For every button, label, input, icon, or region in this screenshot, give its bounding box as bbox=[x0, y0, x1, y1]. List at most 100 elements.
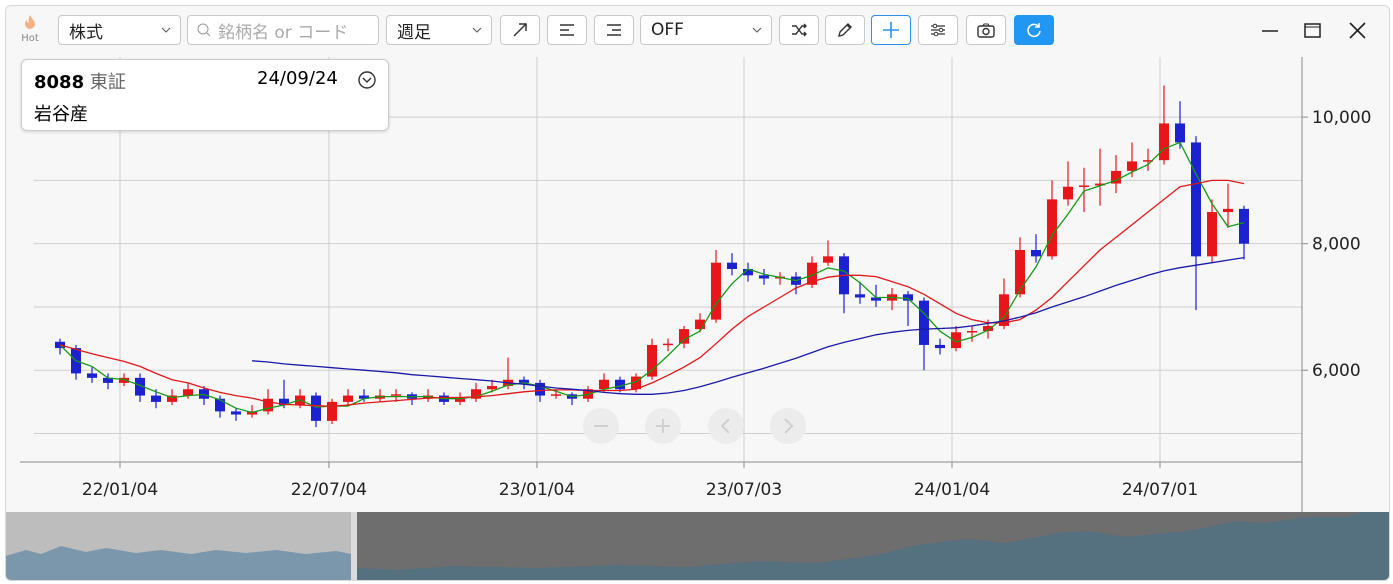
candle-body bbox=[535, 382, 545, 396]
shuffle-button[interactable] bbox=[779, 15, 819, 45]
candle-body bbox=[263, 398, 273, 412]
market-select-text: 株式 bbox=[69, 22, 103, 43]
search-input[interactable]: 銘柄名 or コード bbox=[187, 15, 379, 45]
overlay-icon bbox=[720, 418, 730, 434]
market-select[interactable]: 株式 bbox=[58, 15, 181, 45]
stock-name: 岩谷産 bbox=[34, 104, 88, 125]
candle-body bbox=[487, 386, 497, 390]
info-date: 24/09/24 bbox=[257, 68, 338, 89]
candle-body bbox=[327, 401, 337, 421]
candle-body bbox=[727, 262, 737, 269]
candle-body bbox=[391, 394, 401, 396]
trendline-button[interactable] bbox=[500, 15, 540, 45]
candle-body bbox=[855, 294, 865, 298]
app-window: 6,000 8,000 10,000 22/01/04 22/07/04 23/01/04… bbox=[5, 5, 1390, 581]
stock-code: 8088 bbox=[34, 72, 85, 93]
candle-body bbox=[599, 379, 609, 390]
candle-body bbox=[1175, 123, 1185, 143]
refresh-button[interactable] bbox=[1014, 15, 1054, 45]
x-tick-label: 22/07/04 bbox=[291, 480, 367, 500]
candle-body bbox=[967, 331, 977, 333]
candle-body bbox=[231, 411, 241, 415]
collapse-button[interactable] bbox=[357, 70, 377, 90]
candle-body bbox=[823, 256, 833, 263]
candle-body bbox=[167, 395, 177, 402]
y-tick-label: 6,000 bbox=[1312, 361, 1361, 381]
candle-body bbox=[679, 329, 689, 344]
navigator[interactable] bbox=[6, 512, 1389, 580]
exchange: 東証 bbox=[89, 72, 126, 93]
indicator-select[interactable]: OFF bbox=[640, 15, 772, 45]
candle-body bbox=[471, 389, 481, 399]
crosshair-button[interactable] bbox=[871, 15, 911, 45]
moving-average-line bbox=[59, 179, 1245, 407]
hot-button[interactable]: Hot bbox=[18, 14, 42, 44]
draw-button[interactable] bbox=[825, 15, 865, 45]
hot-label: Hot bbox=[21, 33, 39, 44]
candle-body bbox=[983, 325, 993, 332]
candle-body bbox=[1223, 208, 1233, 213]
chart: 6,000 8,000 10,000 22/01/04 22/07/04 23/01/04… bbox=[6, 6, 1389, 512]
align-right-button[interactable] bbox=[594, 15, 634, 45]
x-tick-label: 22/01/04 bbox=[82, 480, 158, 500]
moving-average-line bbox=[251, 256, 1245, 395]
x-tick-label: 24/07/01 bbox=[1122, 480, 1198, 500]
candle-body bbox=[1207, 212, 1217, 257]
moving-average-line bbox=[59, 141, 1245, 414]
candle-body bbox=[135, 377, 145, 396]
candle-body bbox=[1031, 250, 1041, 257]
x-tick-label: 23/07/03 bbox=[706, 480, 782, 500]
candle-body bbox=[279, 398, 289, 406]
candle-body bbox=[1111, 170, 1121, 184]
y-tick-label: 10,000 bbox=[1312, 108, 1371, 128]
period-select[interactable]: 週足 bbox=[386, 15, 492, 45]
candle-body bbox=[615, 379, 625, 390]
candle-body bbox=[1159, 123, 1169, 161]
align-left-button[interactable] bbox=[547, 15, 587, 45]
candle-body bbox=[1063, 186, 1073, 200]
candle-body bbox=[551, 394, 561, 396]
candle-body bbox=[1191, 142, 1201, 257]
candle-body bbox=[87, 373, 97, 378]
candle-body bbox=[711, 262, 721, 320]
x-tick-label: 23/01/04 bbox=[499, 480, 575, 500]
screenshot-button[interactable] bbox=[966, 15, 1006, 45]
window-controls[interactable] bbox=[1258, 20, 1378, 42]
candle-body bbox=[695, 319, 705, 330]
candle-body bbox=[455, 398, 465, 402]
overlay-button[interactable] bbox=[770, 408, 806, 444]
candle-body bbox=[647, 344, 657, 377]
candle-body bbox=[935, 344, 945, 349]
overlay-icon bbox=[656, 419, 670, 433]
overlay-icon bbox=[784, 418, 794, 434]
y-tick-label: 8,000 bbox=[1312, 235, 1361, 255]
indicator-select-text: OFF bbox=[651, 20, 684, 40]
candle-body bbox=[903, 294, 913, 301]
candle-body bbox=[631, 376, 641, 390]
candle-body bbox=[759, 275, 769, 279]
candle-body bbox=[807, 262, 817, 285]
candle-body bbox=[1015, 250, 1025, 295]
settings-button[interactable] bbox=[918, 15, 958, 45]
overlay-button[interactable] bbox=[708, 408, 744, 444]
candle-body bbox=[999, 294, 1009, 326]
candle-body bbox=[151, 395, 161, 402]
candle-body bbox=[359, 395, 369, 399]
candle-body bbox=[311, 395, 321, 421]
candle-body bbox=[119, 377, 129, 383]
candle-body bbox=[951, 332, 961, 349]
candle-body bbox=[743, 268, 753, 276]
candle-body bbox=[1143, 160, 1153, 162]
info-header: 8088 東証 bbox=[34, 68, 126, 94]
toolbar: Hot 株式 銘柄名 or コード 週足 OFF bbox=[6, 6, 1389, 58]
candle-body bbox=[663, 343, 673, 346]
candle-body bbox=[1047, 199, 1057, 257]
candle-body bbox=[183, 389, 193, 396]
info-box: 8088 東証 24/09/24 岩谷産 bbox=[21, 59, 389, 131]
candle-body bbox=[343, 395, 353, 402]
candle-body bbox=[215, 398, 225, 412]
candle-body bbox=[1239, 208, 1249, 244]
candle-body bbox=[1079, 185, 1089, 187]
period-select-text: 週足 bbox=[397, 22, 431, 43]
candle-body bbox=[871, 297, 881, 301]
